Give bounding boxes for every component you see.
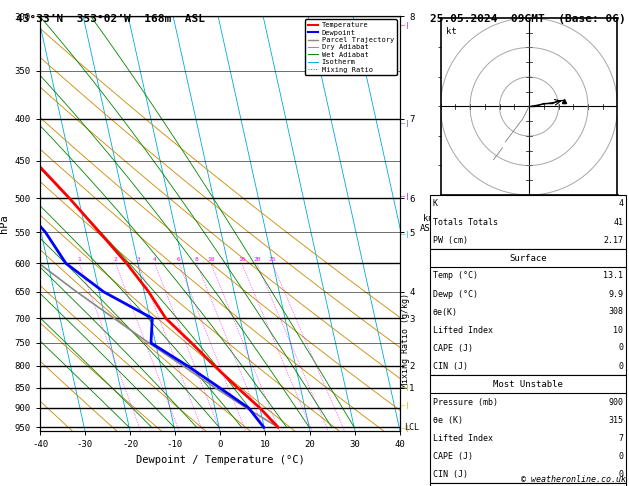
Text: —|: —| [401, 120, 409, 126]
Text: 900: 900 [608, 398, 623, 406]
Legend: Temperature, Dewpoint, Parcel Trajectory, Dry Adiabat, Wet Adiabat, Isotherm, Mi: Temperature, Dewpoint, Parcel Trajectory… [305, 19, 396, 75]
Text: θe (K): θe (K) [433, 416, 462, 424]
Text: θe(K): θe(K) [433, 308, 457, 316]
Text: —|: —| [401, 424, 409, 432]
Text: 3: 3 [136, 257, 140, 261]
Text: 7: 7 [618, 434, 623, 442]
Text: 10: 10 [207, 257, 214, 261]
Text: 2: 2 [114, 257, 118, 261]
Text: —|: —| [401, 22, 409, 29]
Text: kt: kt [447, 27, 457, 36]
Text: 1: 1 [77, 257, 81, 261]
Text: Temp (°C): Temp (°C) [433, 272, 477, 280]
Text: Surface: Surface [509, 254, 547, 262]
Text: 25.05.2024  09GMT  (Base: 06): 25.05.2024 09GMT (Base: 06) [430, 14, 626, 24]
Text: 10: 10 [613, 326, 623, 334]
Text: 2.17: 2.17 [603, 236, 623, 244]
Text: 20: 20 [253, 257, 260, 261]
Text: Pressure (mb): Pressure (mb) [433, 398, 498, 406]
Text: —|: —| [401, 193, 409, 200]
Text: 43°33’N  353°02’W  168m  ASL: 43°33’N 353°02’W 168m ASL [16, 14, 204, 24]
Text: Lifted Index: Lifted Index [433, 434, 493, 442]
Text: PW (cm): PW (cm) [433, 236, 467, 244]
Text: Mixing Ratio (g/kg): Mixing Ratio (g/kg) [401, 293, 410, 388]
Text: 4: 4 [153, 257, 157, 261]
Text: CAPE (J): CAPE (J) [433, 344, 472, 352]
Text: 308: 308 [608, 308, 623, 316]
Text: 25: 25 [269, 257, 276, 261]
Text: 0: 0 [618, 344, 623, 352]
Text: Lifted Index: Lifted Index [433, 326, 493, 334]
Text: 4: 4 [618, 199, 623, 208]
Text: CIN (J): CIN (J) [433, 469, 467, 479]
Text: 41: 41 [613, 218, 623, 226]
Text: © weatheronline.co.uk: © weatheronline.co.uk [521, 474, 626, 484]
Y-axis label: hPa: hPa [0, 214, 9, 233]
Text: Totals Totals: Totals Totals [433, 218, 498, 226]
Text: 16: 16 [238, 257, 245, 261]
Text: 315: 315 [608, 416, 623, 424]
Text: 0: 0 [618, 451, 623, 461]
Text: CAPE (J): CAPE (J) [433, 451, 472, 461]
Text: 0: 0 [618, 362, 623, 370]
Text: 9.9: 9.9 [608, 290, 623, 298]
Text: 0: 0 [618, 469, 623, 479]
Text: LCL: LCL [404, 423, 419, 432]
Text: 13.1: 13.1 [603, 272, 623, 280]
Text: K: K [433, 199, 438, 208]
X-axis label: Dewpoint / Temperature (°C): Dewpoint / Temperature (°C) [136, 454, 304, 465]
Text: —|: —| [401, 384, 409, 391]
Y-axis label: km
ASL: km ASL [420, 214, 437, 233]
Text: Dewp (°C): Dewp (°C) [433, 290, 477, 298]
Text: 6: 6 [177, 257, 181, 261]
Text: Most Unstable: Most Unstable [493, 380, 563, 388]
Text: 8: 8 [195, 257, 199, 261]
Text: —|: —| [401, 231, 409, 238]
Text: CIN (J): CIN (J) [433, 362, 467, 370]
Text: —|: —| [401, 402, 409, 410]
